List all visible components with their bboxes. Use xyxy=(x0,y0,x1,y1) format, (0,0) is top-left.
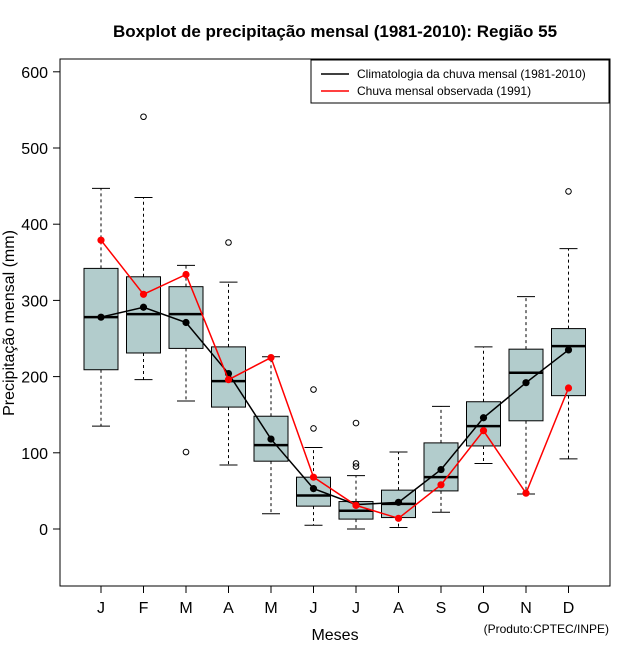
y-axis-label: Precipitação mensal (mm) xyxy=(1,230,18,416)
series-1-point xyxy=(522,379,530,387)
y-tick-label: 400 xyxy=(21,217,48,234)
outlier-point xyxy=(565,188,572,195)
x-tick-label: F xyxy=(139,600,149,617)
legend-box xyxy=(310,59,610,104)
series-2-point xyxy=(267,353,275,362)
y-tick-label: 300 xyxy=(21,293,48,310)
y-tick-label: 500 xyxy=(21,141,48,158)
box-5 xyxy=(253,356,289,515)
series-2-point xyxy=(352,501,360,509)
series-2-point xyxy=(182,270,190,279)
series-2-point xyxy=(97,236,105,244)
outlier-point xyxy=(182,448,190,456)
series-1-point xyxy=(139,303,148,311)
iqr-box xyxy=(466,401,501,447)
series-1-point xyxy=(309,485,318,493)
y-tick-label: 200 xyxy=(21,370,48,387)
x-tick-label: O xyxy=(477,600,489,617)
chart-title: Boxplot de precipitação mensal (1981-201… xyxy=(113,22,557,41)
x-tick-label: A xyxy=(393,600,404,617)
box-6 xyxy=(296,386,331,526)
series-2-point xyxy=(309,473,318,481)
y-tick-label: 0 xyxy=(39,522,48,539)
iqr-box xyxy=(168,286,204,349)
series-1-point xyxy=(479,414,488,422)
x-tick-label: J xyxy=(97,600,105,617)
series-2-point xyxy=(522,489,530,497)
outlier-point xyxy=(140,113,147,121)
y-tick-label: 600 xyxy=(21,65,48,82)
outlier-point xyxy=(310,425,317,432)
box-1 xyxy=(83,187,119,427)
legend-label-climatology: Climatologia da chuva mensal (1981-2010) xyxy=(357,67,586,81)
box-10 xyxy=(466,346,501,464)
plot-frame xyxy=(59,58,611,587)
outlier-point xyxy=(352,463,360,470)
series-1-point xyxy=(437,465,445,474)
x-tick-label: S xyxy=(436,600,447,617)
series-1-point xyxy=(394,498,403,506)
boxes xyxy=(83,113,586,530)
series-2-point xyxy=(224,376,233,384)
outlier-point xyxy=(352,460,360,467)
box-2 xyxy=(126,113,161,381)
series-2-point xyxy=(564,384,573,392)
y-axis: 0 100 200 300 400 500 600 xyxy=(21,65,60,539)
series-1-point xyxy=(564,346,573,354)
credit-text: (Produto:CPTEC/INPE) xyxy=(484,622,609,636)
series-2-point xyxy=(479,427,488,435)
x-tick-label: D xyxy=(563,600,575,617)
legend-label-observed: Chuva mensal observada (1991) xyxy=(357,84,531,98)
iqr-box xyxy=(253,415,289,462)
x-tick-label: N xyxy=(520,600,532,617)
x-axis-label: Meses xyxy=(311,627,358,644)
y-tick-label: 100 xyxy=(21,446,48,463)
series-line-1 xyxy=(100,306,569,506)
series-1-point xyxy=(182,318,190,327)
x-tick-label: M xyxy=(264,600,277,617)
series-2-point xyxy=(437,481,445,489)
series-lines xyxy=(97,236,573,522)
outlier-point xyxy=(310,386,317,393)
x-tick-label: M xyxy=(179,600,192,617)
series-1-point xyxy=(267,435,275,443)
box-9 xyxy=(423,405,459,513)
x-tick-label: A xyxy=(223,600,234,617)
series-1-point xyxy=(97,313,105,321)
outlier-point xyxy=(352,419,360,427)
box-4 xyxy=(211,239,246,466)
box-3 xyxy=(168,264,204,456)
outlier-point xyxy=(225,239,232,246)
series-line-2 xyxy=(100,239,570,520)
box-7 xyxy=(338,419,374,530)
legend: Climatologia da chuva mensal (1981-2010)… xyxy=(310,59,610,104)
x-tick-label: J xyxy=(352,600,360,617)
series-2-point xyxy=(139,290,148,298)
series-2-point xyxy=(394,514,403,522)
x-tick-label: J xyxy=(310,600,318,617)
